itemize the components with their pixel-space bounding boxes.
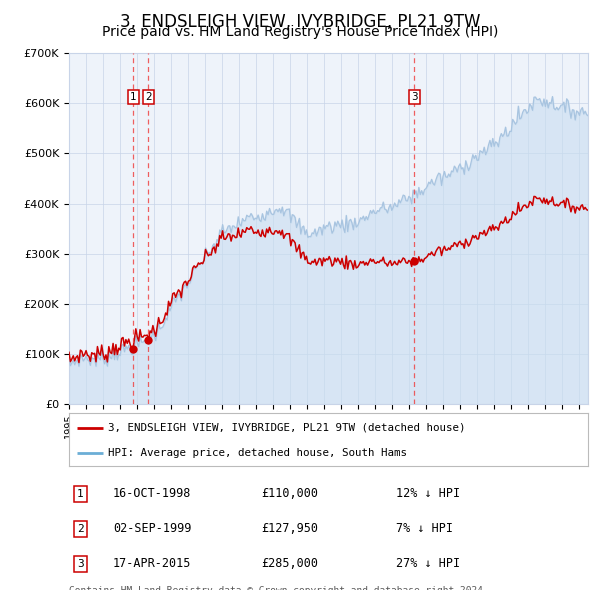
Text: £110,000: £110,000 [261,487,318,500]
Text: 17-APR-2015: 17-APR-2015 [113,557,191,570]
Text: 1: 1 [77,489,84,499]
Text: 3, ENDSLEIGH VIEW, IVYBRIDGE, PL21 9TW (detached house): 3, ENDSLEIGH VIEW, IVYBRIDGE, PL21 9TW (… [108,423,466,433]
Text: 3: 3 [411,92,418,102]
Text: 1: 1 [130,92,137,102]
Text: 3: 3 [77,559,84,569]
Text: 16-OCT-1998: 16-OCT-1998 [113,487,191,500]
Text: £127,950: £127,950 [261,522,318,535]
Text: 7% ↓ HPI: 7% ↓ HPI [396,522,453,535]
Text: 02-SEP-1999: 02-SEP-1999 [113,522,191,535]
Text: Contains HM Land Registry data © Crown copyright and database right 2024.: Contains HM Land Registry data © Crown c… [69,586,489,590]
Text: HPI: Average price, detached house, South Hams: HPI: Average price, detached house, Sout… [108,448,407,458]
Text: 2: 2 [145,92,152,102]
Text: £285,000: £285,000 [261,557,318,570]
Text: 2: 2 [77,524,84,534]
Text: Price paid vs. HM Land Registry's House Price Index (HPI): Price paid vs. HM Land Registry's House … [102,25,498,40]
Text: 3, ENDSLEIGH VIEW, IVYBRIDGE, PL21 9TW: 3, ENDSLEIGH VIEW, IVYBRIDGE, PL21 9TW [120,13,480,31]
Text: 12% ↓ HPI: 12% ↓ HPI [396,487,460,500]
Text: 27% ↓ HPI: 27% ↓ HPI [396,557,460,570]
